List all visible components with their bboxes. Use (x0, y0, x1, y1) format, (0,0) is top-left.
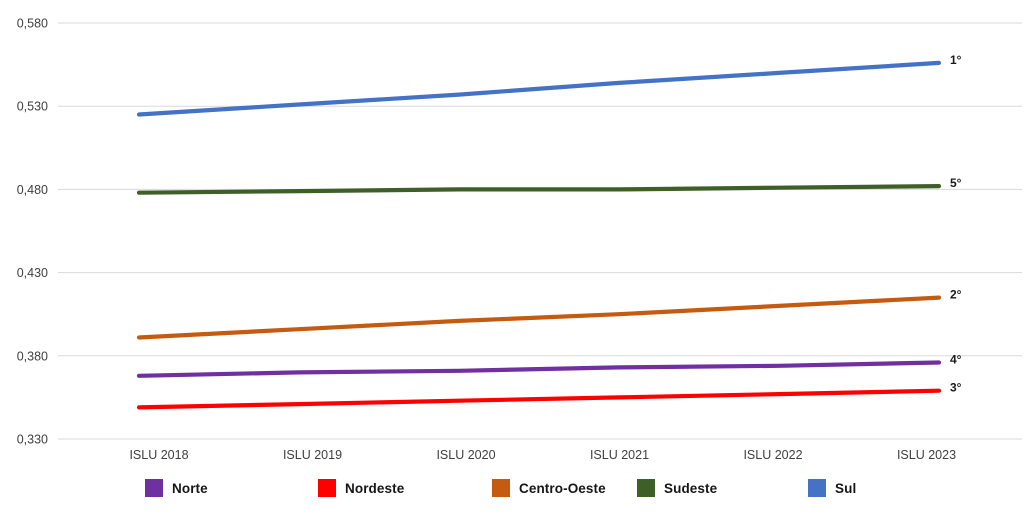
rank-annotation-norte: 4° (950, 352, 962, 366)
x-tick-label: ISLU 2020 (436, 448, 495, 462)
x-tick-label: ISLU 2018 (129, 448, 188, 462)
x-tick-label: ISLU 2022 (743, 448, 802, 462)
y-tick-label: 0,580 (17, 17, 48, 31)
y-tick-label: 0,330 (17, 433, 48, 447)
y-tick-label: 0,430 (17, 266, 48, 280)
series-line-sul (136, 60, 942, 117)
y-tick-label: 0,380 (17, 349, 48, 363)
series-line-sudeste (136, 184, 942, 195)
series-line-norte (136, 360, 942, 378)
rank-annotation-sudeste: 5° (950, 176, 962, 190)
y-tick-label: 0,530 (17, 100, 48, 114)
x-tick-label: ISLU 2019 (283, 448, 342, 462)
rank-annotation-sul: 1° (950, 53, 962, 67)
y-tick-label: 0,480 (17, 183, 48, 197)
series-line-centro-oeste (136, 295, 942, 340)
rank-annotation-centro-oeste: 2° (950, 288, 962, 302)
rank-annotation-nordeste: 3° (950, 381, 962, 395)
series-line-nordeste (136, 388, 942, 410)
x-tick-label: ISLU 2021 (590, 448, 649, 462)
x-tick-label: ISLU 2023 (897, 448, 956, 462)
